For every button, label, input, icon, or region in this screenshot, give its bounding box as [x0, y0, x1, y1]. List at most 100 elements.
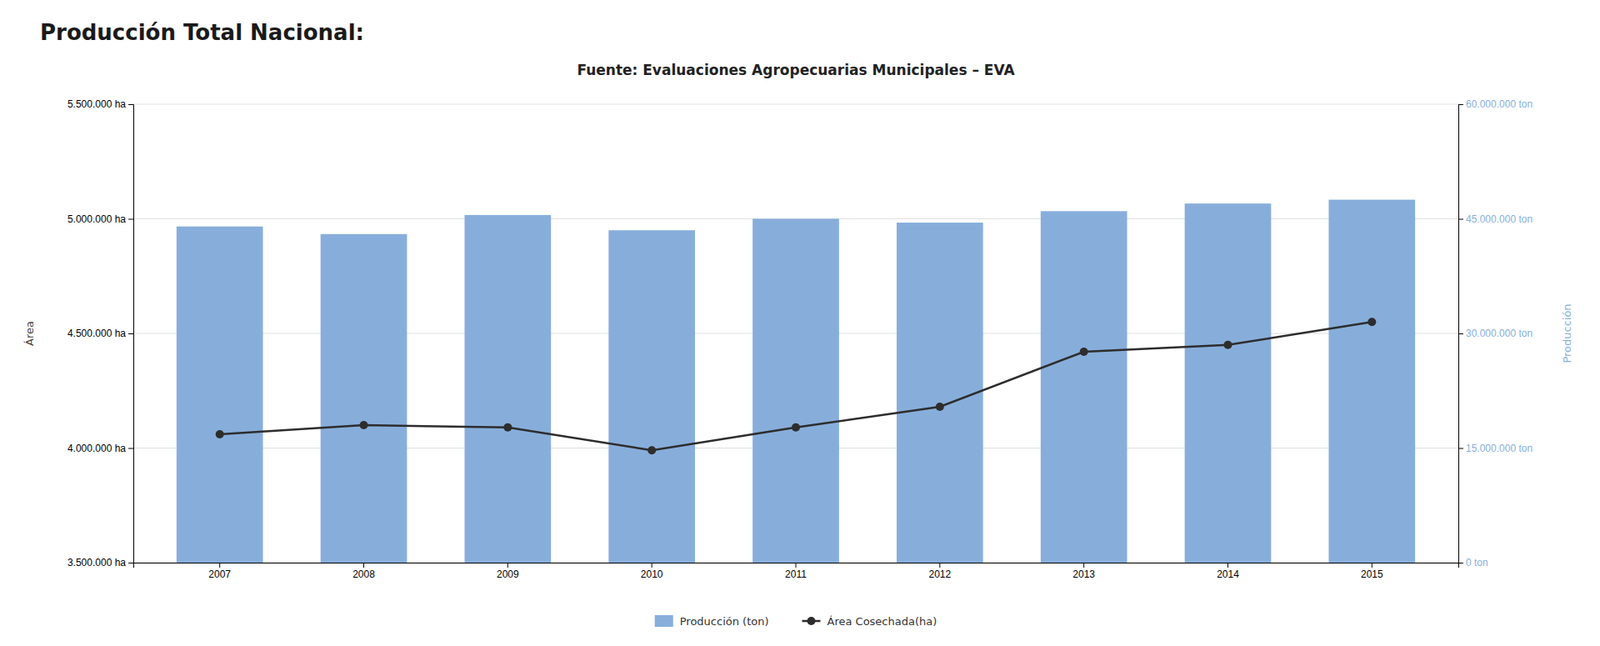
- tick-mark: [507, 562, 509, 568]
- plot: 2007 2008 2009 2010 2011 2012 2013 2014 2015 3.50…: [23, 98, 1574, 580]
- marker: [647, 445, 656, 455]
- legend-label: Área Cosechada(ha): [827, 615, 938, 628]
- tick: 2008: [352, 562, 375, 580]
- tick-label: 30.000.000 ton: [1465, 327, 1533, 340]
- tick-mark: [1458, 219, 1464, 220]
- tick: 2014: [1216, 562, 1240, 580]
- tick-mark: [219, 562, 220, 568]
- marker: [215, 430, 225, 439]
- tick-mark: [939, 562, 940, 568]
- bar: [465, 215, 552, 563]
- tick-mark: [651, 562, 653, 568]
- tick-mark: [1458, 333, 1464, 335]
- tick-mark: [1458, 448, 1464, 450]
- title: Producción Total Nacional:: [40, 20, 365, 45]
- tick-label: 45.000.000 ton: [1465, 213, 1533, 225]
- marker: [1080, 347, 1089, 356]
- tick: 3.500.000 ha: [67, 556, 134, 569]
- tick-label: 5.000.000 ha: [67, 213, 126, 225]
- tick: 2012: [928, 562, 951, 580]
- tick: 4.500.000 ha: [67, 327, 134, 340]
- tick-label: 2012: [928, 568, 951, 580]
- tick-label: 0 ton: [1465, 556, 1489, 569]
- tick: 5.500.000 ha: [67, 98, 134, 110]
- marker: [1223, 340, 1232, 350]
- tick-mark: [1083, 562, 1085, 568]
- bar: [1328, 200, 1415, 563]
- grid: [133, 104, 1459, 563]
- tick-mark: [1371, 562, 1373, 568]
- grid-line: [133, 104, 1459, 105]
- tick-mark: [1458, 562, 1464, 564]
- tick: 4.000.000 ha: [67, 442, 134, 455]
- tick-mark: [128, 333, 134, 335]
- tick-label: 2009: [496, 568, 520, 580]
- tick-label: 3.500.000 ha: [67, 556, 126, 569]
- tick-mark: [128, 562, 134, 564]
- bar: [608, 230, 695, 563]
- marks: [176, 200, 1415, 563]
- tick-label: 2013: [1072, 568, 1095, 580]
- tick: 2009: [496, 562, 520, 580]
- subtitle: Fuente: Evaluaciones Agropecuarias Munic…: [576, 61, 1015, 79]
- x-axis: 2007 2008 2009 2010 2011 2012 2013 2014 2015: [134, 562, 1460, 580]
- bar: [176, 226, 264, 563]
- tick-label: 2010: [640, 568, 664, 580]
- y2-axis: 0 ton 15.000.000 ton 30.000.000 ton 45.000.…: [1458, 98, 1533, 569]
- tick-label: 4.000.000 ha: [67, 442, 126, 455]
- legend-item: Área Cosechada(ha): [802, 615, 938, 628]
- tick-mark: [128, 448, 134, 450]
- marker: [360, 420, 369, 430]
- tick-label: 4.500.000 ha: [67, 327, 126, 340]
- legend-marker: [807, 616, 816, 625]
- line: [220, 321, 1373, 450]
- bar-series: [176, 200, 1415, 563]
- tick: 30.000.000 ton: [1458, 327, 1533, 340]
- tick-label: 2011: [785, 568, 807, 580]
- tick: 60.000.000 ton: [1458, 98, 1533, 110]
- y-axis: 3.500.000 ha 4.000.000 ha 4.500.000 ha 5.00…: [67, 98, 135, 569]
- tick-label: 2015: [1360, 568, 1384, 580]
- line-series: [215, 317, 1377, 455]
- tick: 15.000.000 ton: [1458, 442, 1533, 455]
- y-axis-title: Área: [23, 320, 36, 346]
- tick: 0 ton: [1458, 556, 1489, 569]
- bar: [1185, 203, 1272, 563]
- tick-label: 5.500.000 ha: [67, 98, 126, 110]
- chart: Producción Total Nacional: Fuente: Evalua…: [0, 0, 1600, 646]
- tick-mark: [1227, 562, 1229, 568]
- tick-label: 2007: [208, 568, 231, 580]
- axis-line: [1459, 105, 1465, 564]
- legend: Producción (ton) Área Cosechada(ha): [655, 615, 938, 628]
- tick-label: 2014: [1216, 568, 1240, 580]
- tick-label: 60.000.000 ton: [1465, 98, 1533, 110]
- tick: 2010: [640, 562, 664, 580]
- y2-axis-title: Producción: [1560, 303, 1574, 363]
- tick-mark: [1458, 104, 1464, 105]
- marker: [1367, 317, 1376, 326]
- tick: 2011: [785, 562, 807, 580]
- tick: 2007: [208, 562, 231, 580]
- tick-label: 2008: [352, 568, 375, 580]
- tick: 5.000.000 ha: [67, 213, 134, 225]
- tick-mark: [363, 562, 365, 568]
- marker: [935, 402, 945, 411]
- bar: [896, 222, 984, 563]
- tick: 2015: [1360, 562, 1384, 580]
- tick-label: 15.000.000 ton: [1465, 442, 1533, 455]
- bar: [752, 219, 840, 564]
- tick-mark: [128, 104, 134, 105]
- tick-mark: [128, 219, 134, 220]
- axis-line: [134, 563, 1460, 569]
- tick: 45.000.000 ton: [1458, 213, 1533, 225]
- legend-item: Producción (ton): [655, 615, 770, 628]
- tick-mark: [795, 562, 797, 568]
- bar: [1040, 210, 1128, 563]
- legend-swatch: [655, 615, 674, 627]
- marker: [503, 423, 512, 432]
- marker: [791, 423, 800, 432]
- bar: [320, 234, 408, 563]
- axis-line: [128, 105, 135, 564]
- legend-label: Producción (ton): [680, 615, 770, 628]
- tick: 2013: [1072, 562, 1095, 580]
